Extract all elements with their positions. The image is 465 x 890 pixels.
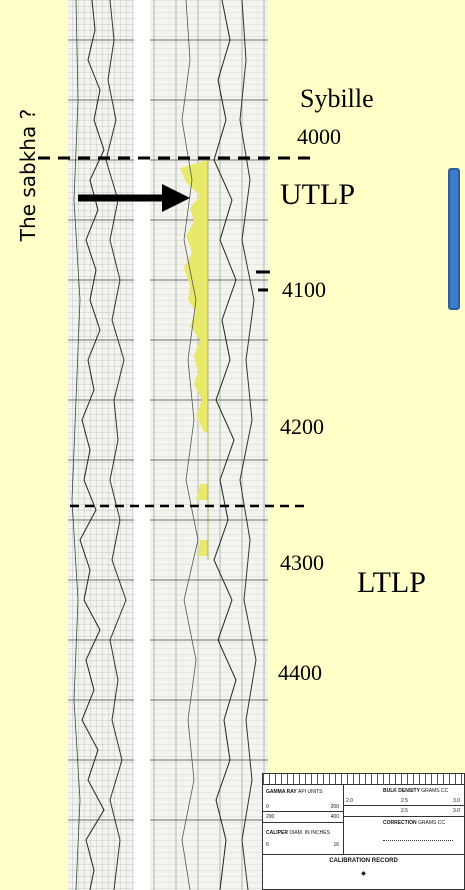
- calibration-record-title: CALIBRATION RECORD: [329, 858, 398, 864]
- arrow-icon: [78, 184, 190, 212]
- caliper-units: DIAM. IN INCHES: [289, 830, 330, 836]
- correction-units: GRAMS CC: [418, 820, 445, 826]
- log-curves: [71, 0, 257, 890]
- depth-label-4200: 4200: [280, 414, 324, 439]
- log-track-left: [68, 0, 134, 890]
- depth-column: [134, 0, 150, 890]
- bulk-scale-3: 3.0: [453, 798, 460, 804]
- depth-label-4100: 4100: [282, 277, 326, 302]
- gamma-scale2-left: 200: [266, 814, 275, 820]
- depth-label-4400: 4400: [278, 660, 322, 685]
- log-depth-lines: [68, 39, 268, 821]
- depth-label-4300: 4300: [280, 550, 324, 575]
- depth-label-4000: 4000: [297, 124, 341, 149]
- bulk-scale2-2: 3.0: [453, 808, 460, 814]
- bulk-density-units: GRAMS CC: [421, 788, 449, 794]
- formation-label: Sybille: [300, 84, 374, 113]
- diamond-icon: ◆: [361, 871, 366, 877]
- zone-label-upper: UTLP: [280, 178, 355, 211]
- gamma-scale2-right: 400: [330, 814, 339, 820]
- bulk-scale-2: 2.5: [401, 798, 408, 804]
- bulk-scale2-1: 2.5: [401, 808, 408, 814]
- caliper-title: CALIPER: [266, 830, 288, 836]
- caliper-scale-right: 16: [333, 842, 339, 848]
- ltlp-highlight-small: [196, 484, 208, 500]
- bulk-scale-1: 2.0: [346, 798, 353, 804]
- ltlp-highlight-small-2: [198, 540, 208, 556]
- log-track-right: [150, 0, 268, 890]
- blue-bar-marker: [448, 168, 460, 310]
- ticks-4100: [256, 270, 270, 292]
- gamma-ray-title: GAMMA RAY: [266, 789, 297, 795]
- zone-label-lower: LTLP: [357, 566, 426, 599]
- utlp-highlight: [180, 160, 208, 432]
- caliper-scale-left: 6: [266, 842, 269, 848]
- gamma-scale-right: 200: [330, 804, 339, 810]
- gamma-scale-left: 0: [266, 804, 269, 810]
- gamma-ray-units: API UNITS: [298, 789, 323, 795]
- log-header-table: GAMMA RAY API UNITS 0 200 200 400 CALIPE…: [262, 773, 465, 890]
- bulk-density-title: BULK DENSITY: [383, 788, 420, 794]
- correction-title: CORRECTION: [383, 820, 417, 826]
